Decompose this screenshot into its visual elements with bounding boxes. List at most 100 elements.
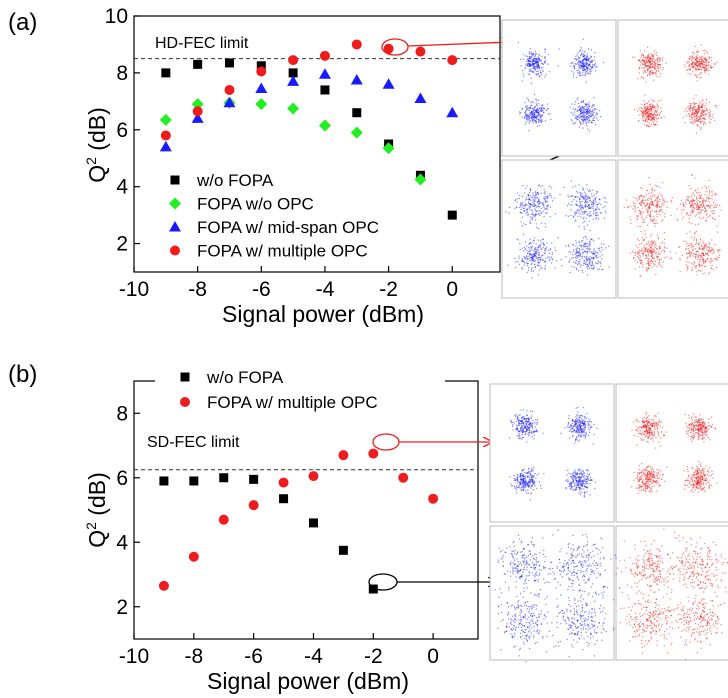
panel-b: (b) -10 -8 -6 -4 -2 0 2 4 6 8 SD-FEC limit w/o FO… — [8, 361, 728, 694]
data-point-b-s0 — [279, 494, 289, 504]
x-tick-label: -8 — [184, 645, 203, 668]
data-point-a-s2 — [255, 82, 268, 94]
legend-marker — [169, 221, 181, 232]
data-point-b-s0 — [368, 584, 378, 594]
data-point-b-s0 — [219, 473, 229, 483]
legend-label: w/o FOPA — [196, 171, 274, 190]
data-point-a-s3 — [447, 55, 458, 66]
constellation-a-top-red — [617, 19, 728, 157]
y-tick-label: 10 — [105, 5, 128, 28]
data-point-a-s1 — [191, 98, 204, 111]
y-tick-label: 2 — [116, 233, 128, 256]
legend-marker — [180, 397, 190, 407]
data-point-a-s3 — [319, 50, 330, 61]
x-tick-label: -2 — [379, 278, 398, 301]
data-point-b-s1 — [158, 580, 169, 591]
constellation-points — [631, 412, 718, 494]
constellation-points — [517, 38, 605, 132]
panel-a-label: (a) — [8, 9, 37, 36]
data-point-a-s1 — [382, 142, 395, 155]
data-point-a-s0 — [320, 85, 330, 95]
x-tick-label: 0 — [427, 645, 439, 668]
constellation-b-bottom-blue — [489, 525, 615, 661]
x-tick-label: -10 — [119, 645, 149, 668]
data-point-a-s2 — [414, 92, 427, 103]
constellation-b-top-blue — [489, 383, 615, 523]
legend-marker — [180, 372, 190, 382]
panel-b-legend: w/o FOPA FOPA w/ multiple OPC — [180, 368, 378, 412]
panel-b-legend-box — [155, 366, 445, 416]
constellation-points — [605, 528, 728, 661]
x-tick-label: -4 — [304, 645, 323, 668]
panel-b-data-marks — [158, 448, 439, 594]
data-point-a-s1 — [318, 119, 331, 132]
data-point-b-s0 — [338, 545, 348, 555]
panel-b-label: (b) — [8, 361, 37, 388]
panel-a-data-marks — [159, 39, 459, 220]
constellation-points — [631, 44, 718, 134]
panel-b-ticks: -10 -8 -6 -4 -2 0 2 4 6 8 — [116, 402, 439, 668]
data-point-b-s0 — [249, 474, 259, 484]
constellation-b-top-red — [615, 383, 728, 523]
data-point-a-s0 — [256, 61, 266, 71]
legend-label: FOPA w/ multiple OPC — [207, 393, 378, 412]
data-point-a-s1 — [255, 98, 268, 111]
constellation-points — [494, 529, 617, 663]
legend-label: FOPA w/ multiple OPC — [197, 242, 368, 261]
panel-b-highlight-red — [372, 433, 400, 451]
panel-b-plot-frame — [133, 380, 479, 640]
constellation-a-bottom-red — [617, 159, 728, 299]
data-point-b-s0 — [159, 476, 169, 486]
panel-a-highlight-red — [381, 38, 409, 56]
constellation-a-top-blue — [501, 19, 617, 157]
constellation-dots — [494, 38, 728, 663]
data-point-a-s1 — [350, 126, 363, 139]
panel-b-x-axis-label: Signal power (dBm) — [207, 668, 409, 694]
legend-marker — [170, 175, 180, 185]
constellation-points — [508, 406, 598, 501]
data-point-a-s3 — [160, 130, 171, 141]
legend-label: w/o FOPA — [206, 368, 284, 387]
constellation-points — [505, 180, 610, 279]
x-tick-label: -4 — [316, 278, 335, 301]
y-tick-label: 4 — [116, 531, 128, 554]
panel-b-highlight-black — [368, 573, 398, 591]
x-tick-label: -10 — [119, 278, 149, 301]
data-point-a-s3 — [288, 55, 299, 66]
panel-a-x-axis-label: Signal power (dBm) — [222, 301, 424, 327]
data-point-b-s1 — [248, 500, 259, 511]
x-tick-label: -8 — [188, 278, 207, 301]
data-point-a-s2 — [318, 68, 331, 79]
x-tick-label: -2 — [364, 645, 383, 668]
x-tick-label: -6 — [252, 278, 271, 301]
constellation-a-bottom-blue — [501, 159, 617, 299]
data-point-a-s2 — [350, 74, 363, 85]
data-point-b-s0 — [189, 476, 199, 486]
data-point-b-s1 — [368, 448, 379, 459]
y-tick-label: 8 — [116, 62, 128, 85]
data-point-a-s0 — [224, 58, 234, 68]
data-point-b-s1 — [188, 551, 199, 562]
y-tick-label: 2 — [116, 596, 128, 619]
data-point-a-s3 — [192, 106, 203, 117]
data-point-a-s2 — [223, 96, 236, 108]
y-tick-label: 6 — [116, 119, 128, 142]
data-point-a-s0 — [352, 108, 362, 118]
data-point-b-s1 — [338, 450, 349, 461]
panel-a-threshold-label: HD-FEC limit — [155, 35, 249, 52]
data-point-a-s3 — [256, 66, 267, 77]
data-point-b-s1 — [278, 477, 289, 488]
data-point-a-s1 — [414, 173, 427, 186]
panel-a-y-axis-label: Q2 (dB) — [83, 107, 110, 183]
data-point-a-s0 — [193, 59, 203, 69]
panel-a: (a) -10 -8 -6 -4 -2 0 2 4 6 8 10 HD-FEC limit w/o … — [8, 5, 728, 327]
data-point-a-s2 — [159, 140, 172, 152]
panel-a-ticks: -10 -8 -6 -4 -2 0 2 4 6 8 10 — [105, 5, 458, 301]
constellation-points — [623, 174, 722, 277]
data-point-a-s0 — [288, 68, 298, 78]
data-point-a-s1 — [159, 113, 172, 126]
data-point-b-s1 — [218, 514, 229, 525]
data-point-a-s2 — [287, 75, 300, 86]
legend-label: FOPA w/ mid-span OPC — [197, 218, 379, 237]
constellation-b-bottom-red — [615, 525, 728, 661]
